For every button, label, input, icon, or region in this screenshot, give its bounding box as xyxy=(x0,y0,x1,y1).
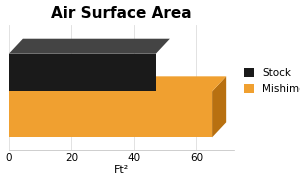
Polygon shape xyxy=(9,76,226,91)
Legend: Stock, Mishimoto: Stock, Mishimoto xyxy=(242,66,300,96)
Title: Air Surface Area: Air Surface Area xyxy=(51,6,192,21)
Polygon shape xyxy=(212,76,226,137)
Polygon shape xyxy=(9,39,170,54)
X-axis label: Ft²: Ft² xyxy=(114,165,129,175)
